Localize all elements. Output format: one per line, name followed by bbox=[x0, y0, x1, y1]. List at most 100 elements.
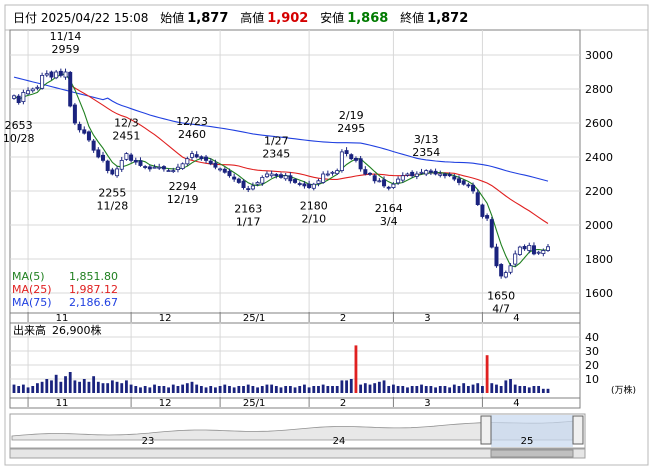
candle-body bbox=[241, 180, 246, 188]
candle-body bbox=[466, 184, 471, 187]
annotation-date: 4/7 bbox=[492, 303, 510, 316]
candle-body bbox=[105, 160, 110, 172]
candle-body bbox=[54, 71, 59, 79]
volume-bar bbox=[237, 386, 241, 393]
volume-bars bbox=[12, 345, 550, 393]
volume-bar bbox=[40, 381, 44, 393]
volume-bar bbox=[110, 380, 114, 393]
navigator-range bbox=[491, 415, 573, 447]
candle-body bbox=[133, 159, 138, 163]
candle-body bbox=[49, 71, 54, 78]
navigator-scroll-thumb[interactable] bbox=[490, 449, 574, 458]
candle-body bbox=[456, 178, 461, 183]
candle-body bbox=[86, 131, 91, 141]
volume-bar bbox=[434, 387, 437, 393]
volume-bar bbox=[331, 386, 334, 393]
volume-bar bbox=[527, 387, 531, 393]
candle-body bbox=[452, 176, 457, 180]
candle-body bbox=[288, 175, 293, 182]
candle-body bbox=[541, 250, 546, 254]
annotation-price: 2164 bbox=[375, 202, 403, 215]
annotation-price: 2163 bbox=[234, 202, 262, 215]
candle-body bbox=[400, 175, 405, 181]
volume-bar bbox=[462, 383, 466, 393]
candle-body bbox=[72, 104, 77, 124]
volume-bar bbox=[92, 376, 96, 393]
candle-body bbox=[40, 75, 45, 89]
candle-body bbox=[157, 166, 162, 169]
volume-bar bbox=[349, 379, 353, 393]
price-tick-label: 1800 bbox=[585, 253, 613, 266]
candle-body bbox=[119, 159, 124, 170]
volume-tick-label: 20 bbox=[585, 359, 599, 372]
volume-bar bbox=[513, 384, 517, 393]
annotation-price: 2255 bbox=[98, 187, 126, 200]
candle-body bbox=[325, 173, 330, 176]
annotation-price: 1650 bbox=[487, 290, 515, 303]
candle-body bbox=[307, 183, 312, 188]
price-tick-label: 3000 bbox=[585, 49, 613, 62]
candle-body bbox=[264, 173, 269, 178]
candle-body bbox=[185, 158, 190, 165]
volume-bar bbox=[115, 381, 119, 393]
volume-bar bbox=[31, 386, 35, 393]
volume-bar bbox=[359, 384, 363, 393]
volume-bar bbox=[509, 379, 512, 393]
volume-bar bbox=[251, 386, 255, 393]
candle-body bbox=[297, 183, 302, 185]
candle-body bbox=[316, 180, 321, 184]
candle-body bbox=[189, 153, 194, 158]
volume-panel bbox=[9, 322, 581, 399]
candle-body bbox=[536, 251, 541, 254]
annotation-date: 2/19 bbox=[339, 109, 364, 122]
open-label: 始値 bbox=[160, 11, 185, 25]
annotation-price: 2354 bbox=[412, 146, 440, 159]
navigator-right-handle bbox=[572, 415, 584, 445]
candle-body bbox=[91, 140, 96, 151]
candle-body bbox=[293, 179, 298, 183]
candle-body bbox=[68, 71, 73, 107]
candle-body bbox=[269, 173, 274, 177]
annotation-price: 2460 bbox=[178, 128, 206, 141]
price-panel bbox=[9, 29, 581, 314]
candle-body bbox=[438, 173, 443, 176]
volume-bar bbox=[307, 387, 311, 393]
price-tick-label: 2400 bbox=[585, 151, 613, 164]
candle-body bbox=[503, 272, 508, 278]
candle-body bbox=[194, 154, 199, 158]
open-value: 1,877 bbox=[187, 11, 229, 26]
price-tick-label: 2800 bbox=[585, 83, 613, 96]
volume-bar bbox=[45, 379, 49, 393]
navigator-scrollbar[interactable] bbox=[9, 448, 586, 459]
candle-body bbox=[344, 150, 349, 154]
volume-bar bbox=[270, 384, 274, 393]
volume-bar bbox=[153, 384, 156, 393]
volume-bar bbox=[317, 386, 320, 393]
legend-label: MA(75) bbox=[12, 296, 52, 309]
volume-bar bbox=[410, 386, 414, 393]
volume-bar bbox=[298, 386, 302, 393]
candle-body bbox=[339, 151, 344, 171]
volume-bar bbox=[64, 376, 67, 393]
candle-body bbox=[180, 163, 185, 169]
volume-bar bbox=[326, 386, 330, 393]
high-value: 1,902 bbox=[267, 11, 309, 26]
candle-body bbox=[246, 188, 251, 191]
annotation-date: 1/17 bbox=[236, 215, 261, 228]
legend-label: MA(25) bbox=[12, 283, 52, 296]
month-label: 25/1 bbox=[243, 313, 265, 324]
annotation-price: 2180 bbox=[300, 199, 328, 212]
price-header: 日付 2025/04/22 15:08 始値 1,877 高値 1,902 安値 1,… bbox=[13, 10, 468, 27]
date-label: 日付 bbox=[13, 11, 38, 25]
candle-body bbox=[110, 169, 115, 175]
volume-bar bbox=[303, 384, 306, 393]
annotation-date: 11/14 bbox=[50, 30, 82, 43]
volume-bar bbox=[181, 384, 185, 393]
candle-body bbox=[222, 168, 227, 173]
candle-body bbox=[21, 92, 26, 102]
volume-bar bbox=[129, 384, 133, 393]
volume-bar bbox=[541, 388, 545, 393]
volume-bar bbox=[490, 383, 494, 393]
